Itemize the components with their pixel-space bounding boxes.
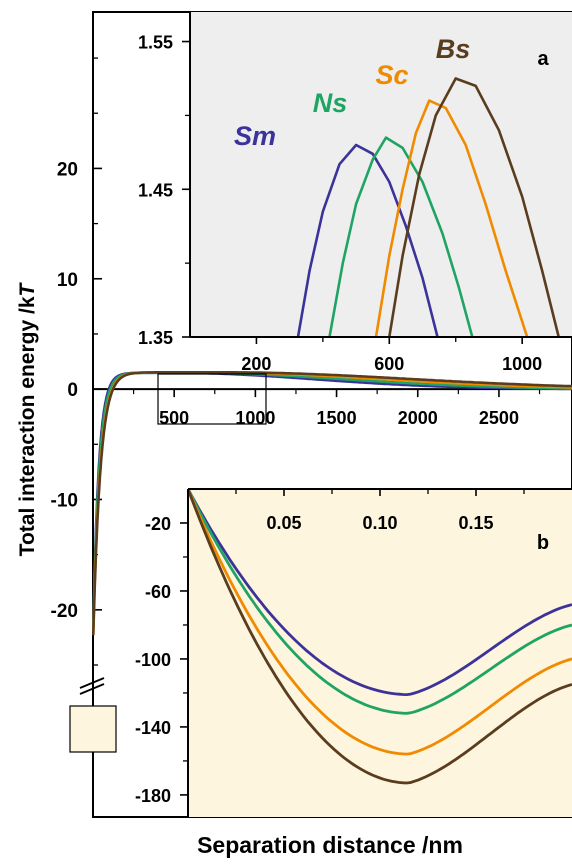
inset-a-panel-label: a bbox=[537, 48, 549, 70]
inset-a-curve-sc bbox=[374, 99, 529, 337]
x-axis-label: Separation distance /nm bbox=[197, 832, 463, 858]
axis-break-mark bbox=[79, 677, 105, 689]
inset-b-x-tick-label: 0.05 bbox=[266, 513, 301, 533]
y-tick-label: 0 bbox=[67, 380, 78, 401]
inset-b-curves bbox=[188, 489, 572, 785]
inset-a-curves bbox=[296, 77, 560, 337]
series-label-sc: Sc bbox=[375, 60, 408, 90]
inset-a-curve-sm bbox=[296, 143, 439, 337]
inset-b-y-tick-label: -20 bbox=[145, 514, 171, 534]
inset-a-y-tick-label: 1.35 bbox=[138, 328, 173, 348]
x-tick-label: 1500 bbox=[317, 408, 357, 428]
series-label-ns: Ns bbox=[313, 88, 348, 118]
inset-b-curve-sm bbox=[188, 489, 572, 697]
inset-b-curve-bs bbox=[188, 489, 572, 785]
inset-b-curve-ns bbox=[188, 489, 572, 715]
inset-a-x-tick-label: 200 bbox=[241, 354, 271, 374]
inset-a-x-tick-label: 600 bbox=[374, 354, 404, 374]
y-axis-label: Total interaction energy /kT bbox=[16, 281, 39, 556]
y-tick-label: -20 bbox=[51, 601, 78, 622]
inset-b-y-tick-label: -60 bbox=[145, 582, 171, 602]
inset-b: -20 -60 -100 -140 -180 0.05 0.10 0.15 bbox=[135, 488, 572, 817]
inset-b-y-tick-label: -100 bbox=[135, 650, 171, 670]
inset-a-y-tick-label: 1.55 bbox=[138, 33, 173, 53]
axis-break-mark bbox=[79, 683, 105, 695]
inset-a-curve-ns bbox=[328, 136, 474, 337]
inset-b-background bbox=[188, 489, 572, 817]
x-tick-label: 500 bbox=[159, 408, 189, 428]
inset-b-y-tick-label: -180 bbox=[135, 786, 171, 806]
inset-a-x-tick-label: 1000 bbox=[502, 354, 542, 374]
y-axis-label-text: Total interaction energy /k bbox=[16, 296, 39, 556]
x-tick-label: 2000 bbox=[398, 408, 438, 428]
y-tick-label: -10 bbox=[51, 490, 78, 511]
y-tick-label: 20 bbox=[57, 159, 78, 180]
inset-b-panel-label: b bbox=[537, 532, 549, 554]
inset-a: Sm Ns Sc Bs 1.55 1.45 1.35 200 600 1000 bbox=[138, 12, 572, 374]
zoom-box-b bbox=[69, 705, 117, 753]
x-tick-label: 1000 bbox=[235, 408, 275, 428]
inset-a-curve-bs bbox=[388, 77, 560, 337]
series-label-bs: Bs bbox=[436, 34, 471, 64]
main-plot: 20 10 0 -10 -20 500 1000 1500 2000 2500 bbox=[51, 57, 572, 753]
y-axis-label-italic: T bbox=[16, 281, 39, 296]
inset-b-curve-sc bbox=[188, 489, 572, 756]
inset-b-x-tick-label: 0.15 bbox=[458, 513, 493, 533]
zoom-box-a bbox=[157, 373, 267, 425]
main-curve-bs bbox=[92, 370, 572, 636]
inset-a-y-tick-label: 1.45 bbox=[138, 180, 173, 200]
y-tick-label: 10 bbox=[57, 270, 78, 291]
x-tick-label: 2500 bbox=[479, 408, 519, 428]
series-label-sm: Sm bbox=[234, 121, 276, 151]
inset-b-y-tick-label: -140 bbox=[135, 718, 171, 738]
inset-b-x-tick-label: 0.10 bbox=[362, 513, 397, 533]
